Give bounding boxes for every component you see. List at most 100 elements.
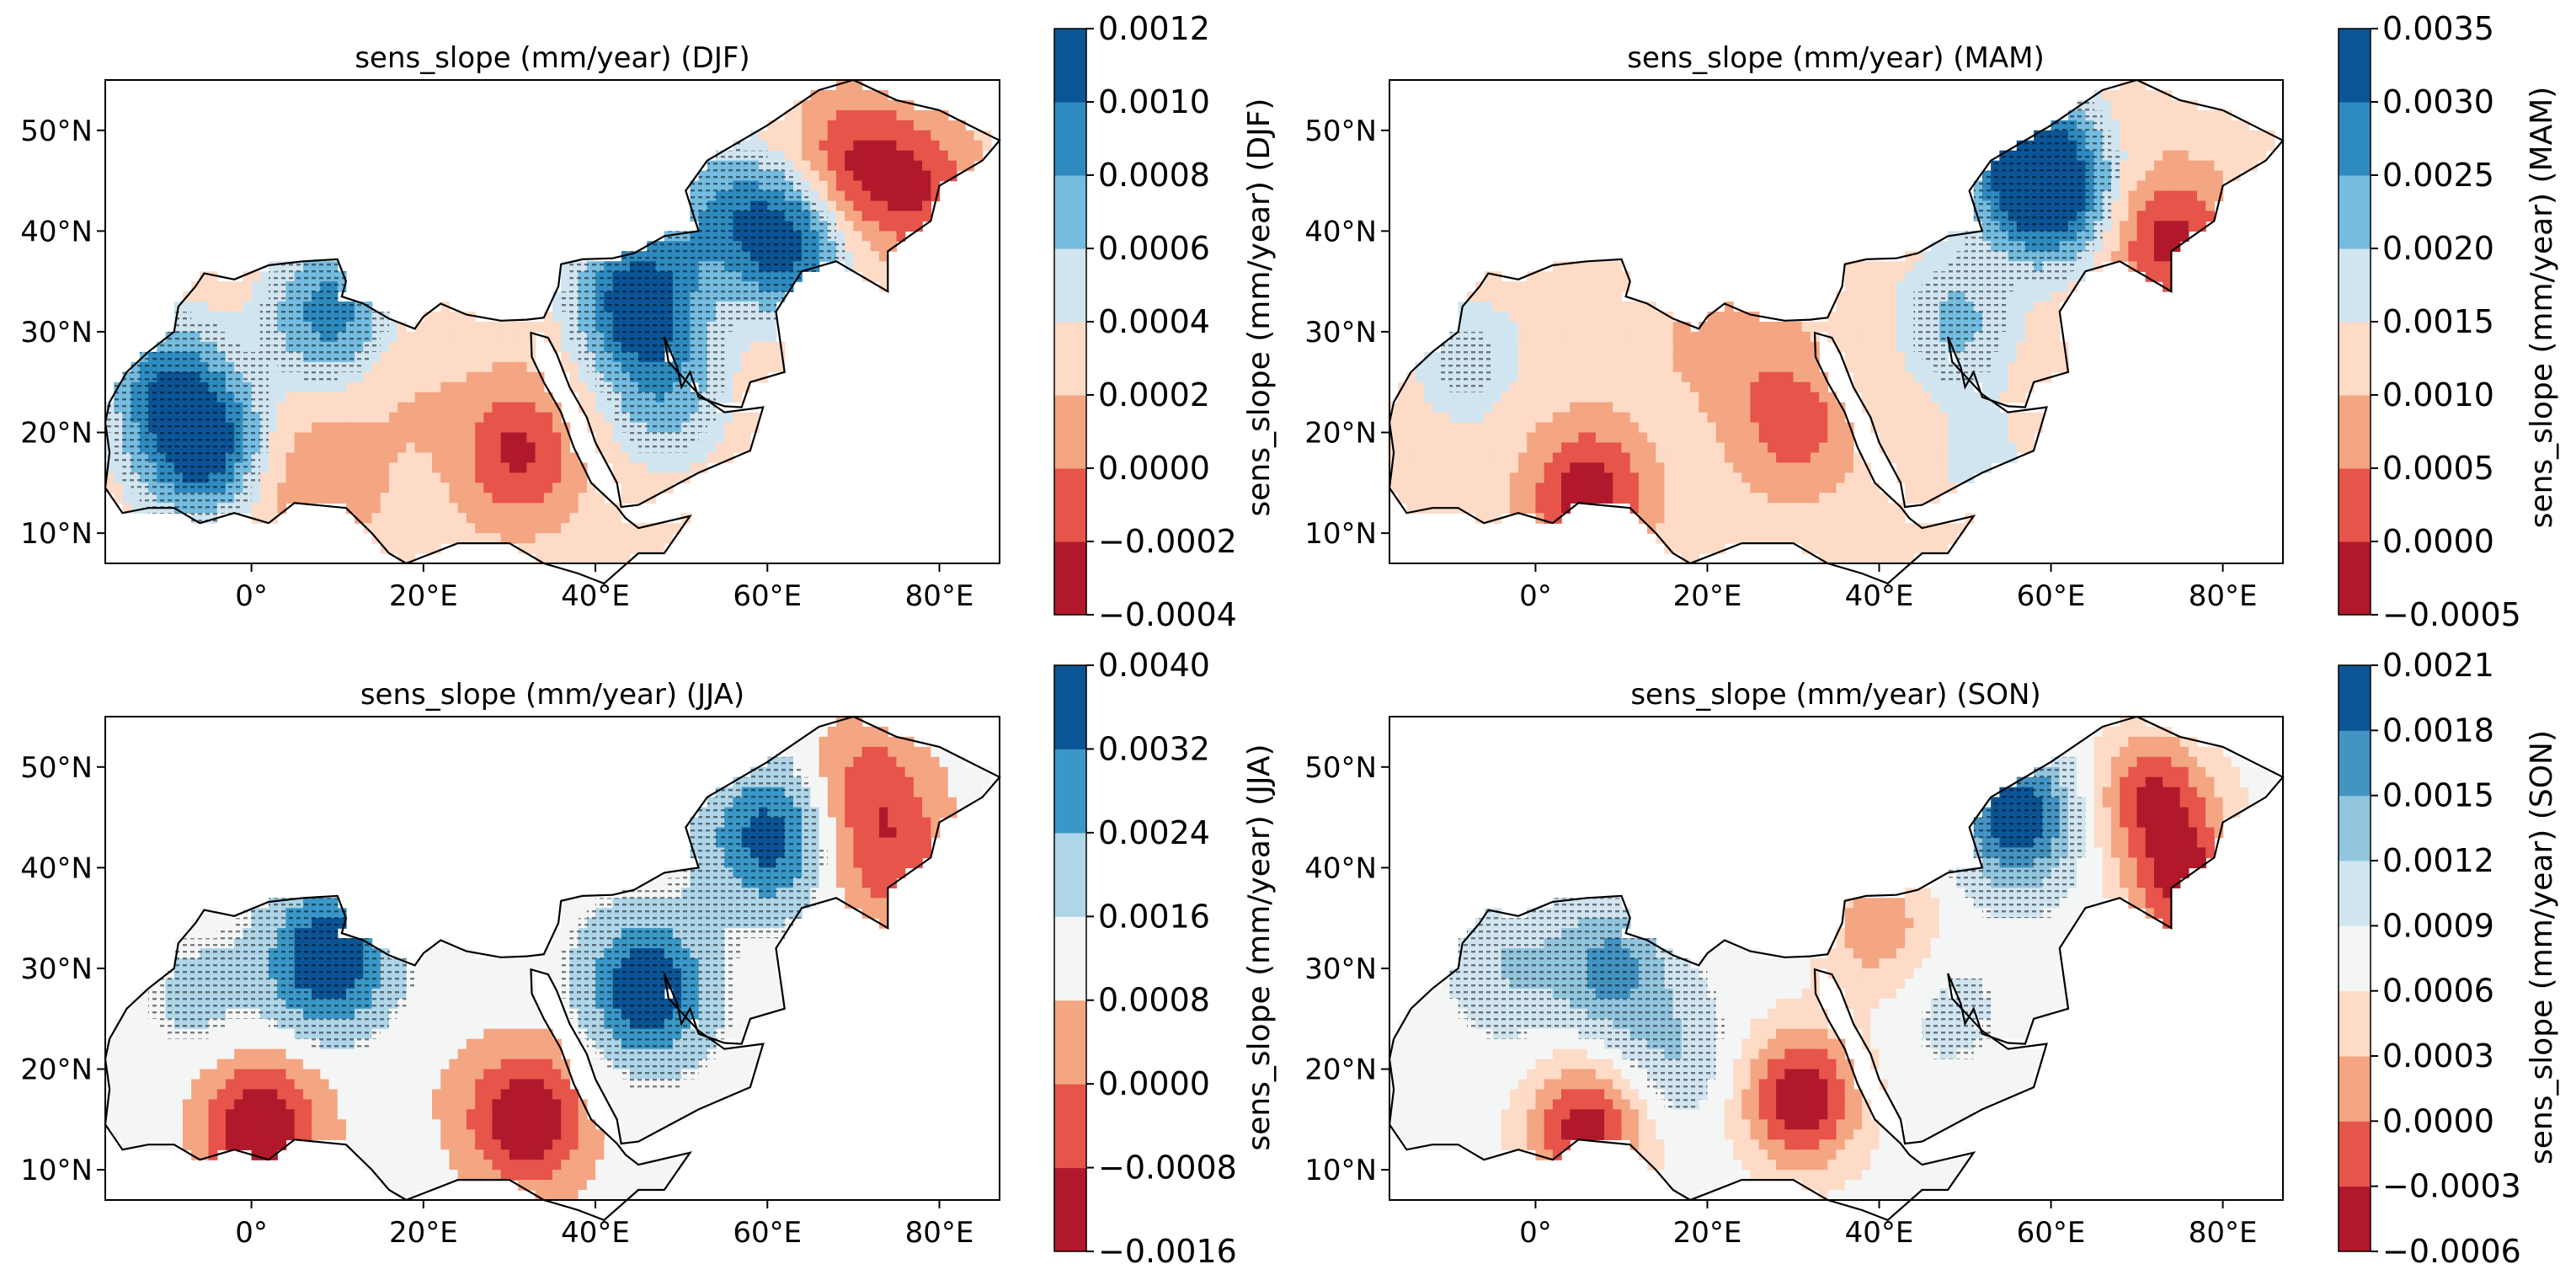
significance-stipple <box>672 432 682 444</box>
field-cell <box>1621 271 1631 282</box>
field-cell <box>1604 341 1613 353</box>
field-cell <box>1862 331 1872 343</box>
field-cell <box>1544 392 1554 403</box>
field-cell <box>1432 392 1442 403</box>
field-cell <box>380 392 390 403</box>
field-cell <box>1664 351 1674 363</box>
field-cell <box>604 503 614 514</box>
field-cell <box>2110 231 2120 243</box>
field-cell <box>475 462 485 474</box>
field-cell <box>802 160 812 172</box>
field-cell <box>2163 200 2173 212</box>
field-cell <box>526 422 536 434</box>
significance-stipple <box>647 402 657 413</box>
field-cell <box>569 553 579 564</box>
significance-stipple <box>173 381 184 393</box>
field-cell <box>371 462 381 474</box>
field-cell <box>243 271 253 282</box>
field-cell <box>2128 80 2138 91</box>
field-cell <box>466 371 476 383</box>
field-cell <box>690 442 700 454</box>
significance-stipple <box>749 312 760 323</box>
field-cell <box>819 89 829 101</box>
significance-stipple <box>191 513 201 524</box>
field-cell <box>285 371 296 383</box>
significance-stipple <box>1948 371 1958 383</box>
field-cell <box>1681 322 1691 333</box>
field-cell <box>1595 361 1605 373</box>
field-cell <box>578 533 588 544</box>
field-cell <box>2153 140 2163 152</box>
field-cell <box>2110 221 2120 232</box>
significance-stipple <box>1981 301 1992 312</box>
field-cell <box>2016 331 2026 343</box>
field-cell <box>1853 322 1863 333</box>
significance-stipple <box>767 231 777 243</box>
field-cell <box>922 150 932 162</box>
field-cell <box>1518 392 1528 403</box>
field-cell <box>767 351 777 363</box>
field-cell <box>569 452 579 464</box>
field-cell <box>1715 322 1725 333</box>
field-cell <box>1887 412 1897 424</box>
significance-stipple <box>173 452 184 464</box>
significance-stipple <box>234 351 244 363</box>
significance-stipple <box>707 371 717 383</box>
field-cell <box>1595 371 1605 383</box>
significance-stipple <box>320 331 330 343</box>
field-cell <box>259 271 269 282</box>
field-cell <box>767 361 777 373</box>
field-cell <box>931 120 941 131</box>
field-cell <box>2110 120 2120 131</box>
significance-stipple <box>139 381 149 393</box>
significance-stipple <box>1922 351 1932 363</box>
field-cell <box>2163 160 2173 172</box>
field-cell <box>509 341 519 353</box>
significance-stipple <box>2024 231 2035 243</box>
field-cell <box>518 331 528 343</box>
significance-stipple <box>569 312 579 323</box>
significance-stipple <box>724 251 734 262</box>
field-cell <box>543 513 553 524</box>
field-cell <box>131 493 141 504</box>
significance-stipple <box>200 483 210 493</box>
field-cell <box>500 472 510 484</box>
field-cell <box>1887 402 1897 413</box>
significance-stipple <box>1999 180 2009 192</box>
field-cell <box>1552 301 1562 312</box>
field-cell <box>509 402 519 413</box>
field-cell <box>492 381 502 393</box>
field-cell <box>2239 120 2249 131</box>
field-cell <box>664 533 674 544</box>
field-cell <box>492 422 502 434</box>
field-cell <box>1441 381 1451 393</box>
field-cell <box>1578 322 1588 333</box>
significance-stipple <box>2034 271 2044 282</box>
field-cell <box>328 472 339 484</box>
field-cell <box>432 533 441 544</box>
field-cell <box>1724 371 1734 383</box>
field-cell <box>320 432 330 444</box>
field-cell <box>1664 361 1674 373</box>
significance-stipple <box>604 261 614 272</box>
significance-stipple <box>2034 211 2044 222</box>
significance-stipple <box>139 483 149 493</box>
significance-stipple <box>1991 322 2001 333</box>
field-cell <box>1827 412 1837 424</box>
significance-stipple <box>690 351 700 363</box>
field-cell <box>1621 412 1631 424</box>
field-cell <box>259 493 269 504</box>
field-cell <box>2222 130 2232 141</box>
significance-stipple <box>216 503 227 514</box>
field-cell <box>835 170 845 182</box>
significance-stipple <box>2085 120 2095 131</box>
significance-stipple <box>371 322 381 333</box>
significance-stipple <box>733 221 743 232</box>
significance-stipple <box>251 472 261 484</box>
colorbar-segment <box>1054 468 1086 542</box>
field-cell <box>1604 331 1613 343</box>
field-cell <box>1527 281 1537 292</box>
field-cell <box>518 472 528 484</box>
significance-stipple <box>1449 341 1459 353</box>
field-cell <box>432 493 441 504</box>
